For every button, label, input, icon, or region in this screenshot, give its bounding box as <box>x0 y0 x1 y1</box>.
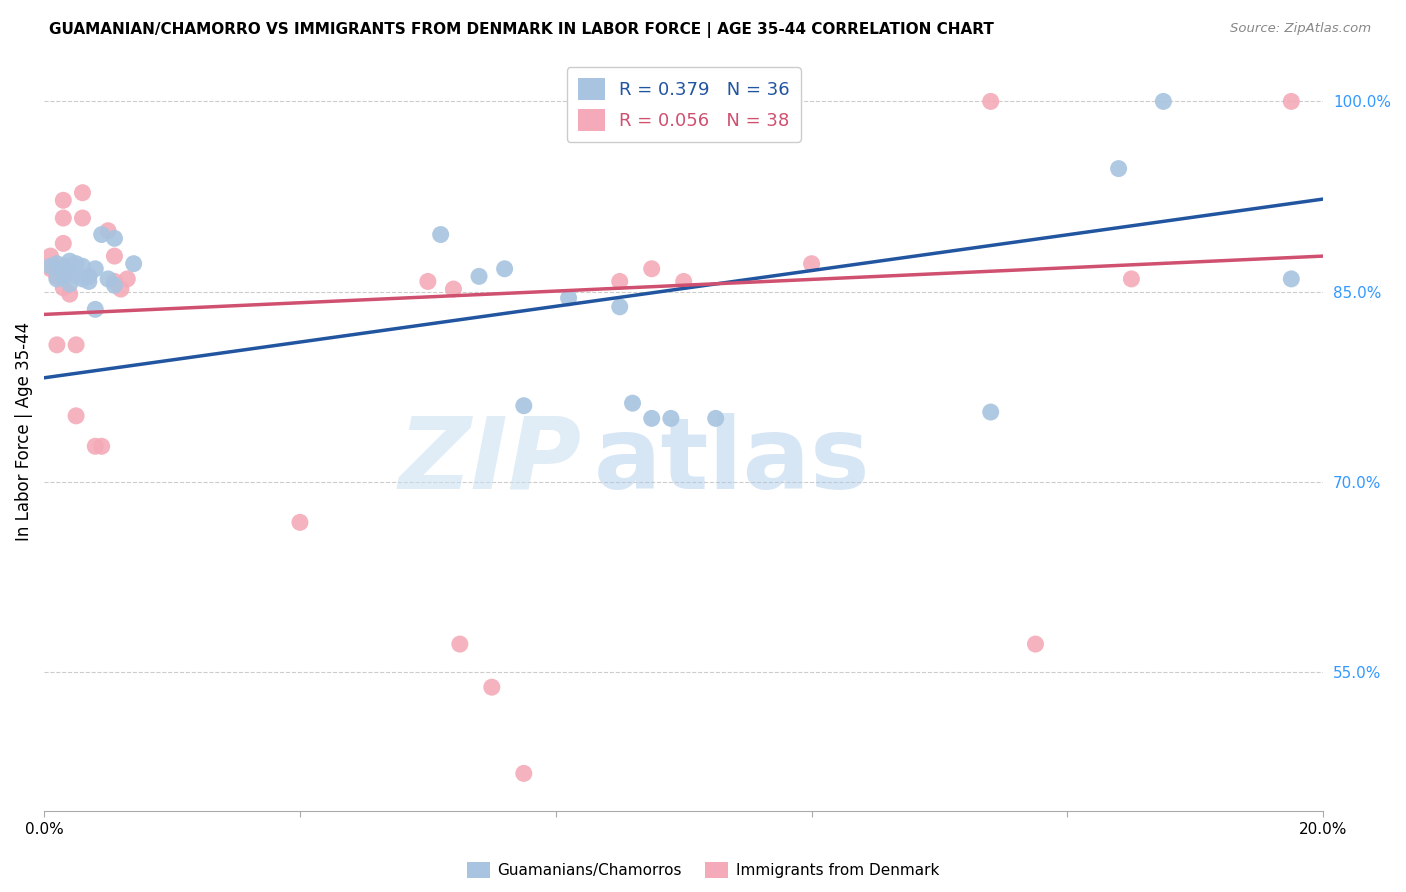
Point <box>77 269 100 284</box>
Point <box>72 259 94 273</box>
Point <box>59 259 82 273</box>
Point <box>39 249 62 263</box>
Point <box>103 275 125 289</box>
Point <box>672 275 695 289</box>
Point <box>52 269 75 284</box>
Point <box>59 277 82 291</box>
Point <box>1152 95 1174 109</box>
Text: atlas: atlas <box>595 413 870 510</box>
Point <box>557 291 579 305</box>
Point <box>90 439 112 453</box>
Point <box>97 224 120 238</box>
Point <box>621 396 644 410</box>
Point <box>122 257 145 271</box>
Point <box>1279 95 1302 109</box>
Point <box>52 281 75 295</box>
Point <box>45 269 67 284</box>
Point <box>980 405 1002 419</box>
Point <box>59 264 82 278</box>
Text: GUAMANIAN/CHAMORRO VS IMMIGRANTS FROM DENMARK IN LABOR FORCE | AGE 35-44 CORRELA: GUAMANIAN/CHAMORRO VS IMMIGRANTS FROM DE… <box>49 22 994 38</box>
Point <box>468 269 491 284</box>
Y-axis label: In Labor Force | Age 35-44: In Labor Force | Age 35-44 <box>15 321 32 541</box>
Point <box>90 227 112 242</box>
Point <box>704 411 727 425</box>
Point <box>449 637 471 651</box>
Text: ZIP: ZIP <box>398 413 581 510</box>
Point <box>1279 272 1302 286</box>
Point <box>110 282 132 296</box>
Point <box>77 275 100 289</box>
Point <box>59 254 82 268</box>
Point <box>641 261 664 276</box>
Point <box>659 411 682 425</box>
Point <box>84 439 107 453</box>
Point <box>1121 272 1143 286</box>
Point <box>84 261 107 276</box>
Point <box>59 287 82 301</box>
Point <box>1108 161 1130 176</box>
Point <box>494 261 516 276</box>
Point <box>72 211 94 225</box>
Point <box>65 268 87 282</box>
Legend: R = 0.379   N = 36, R = 0.056   N = 38: R = 0.379 N = 36, R = 0.056 N = 38 <box>567 67 800 142</box>
Point <box>103 231 125 245</box>
Point <box>1024 637 1046 651</box>
Point <box>77 269 100 284</box>
Point <box>980 95 1002 109</box>
Point <box>39 261 62 276</box>
Point <box>117 272 139 286</box>
Point <box>52 211 75 225</box>
Point <box>103 278 125 293</box>
Point <box>84 302 107 317</box>
Point <box>39 259 62 273</box>
Point <box>52 266 75 280</box>
Point <box>45 272 67 286</box>
Point <box>45 338 67 352</box>
Point <box>52 259 75 273</box>
Point <box>45 257 67 271</box>
Point <box>103 249 125 263</box>
Point <box>609 300 631 314</box>
Point <box>609 275 631 289</box>
Point <box>52 236 75 251</box>
Point <box>429 227 451 242</box>
Point <box>288 516 311 530</box>
Point <box>45 261 67 276</box>
Point <box>641 411 664 425</box>
Point <box>65 338 87 352</box>
Point <box>513 399 536 413</box>
Point <box>481 680 503 694</box>
Point <box>443 282 465 296</box>
Point <box>97 272 120 286</box>
Point <box>52 194 75 208</box>
Point <box>65 409 87 423</box>
Point <box>800 257 823 271</box>
Point <box>52 261 75 276</box>
Legend: Guamanians/Chamorros, Immigrants from Denmark: Guamanians/Chamorros, Immigrants from De… <box>461 856 945 884</box>
Point <box>416 275 439 289</box>
Point <box>65 257 87 271</box>
Point <box>72 272 94 286</box>
Point <box>513 766 536 780</box>
Text: Source: ZipAtlas.com: Source: ZipAtlas.com <box>1230 22 1371 36</box>
Point <box>72 186 94 200</box>
